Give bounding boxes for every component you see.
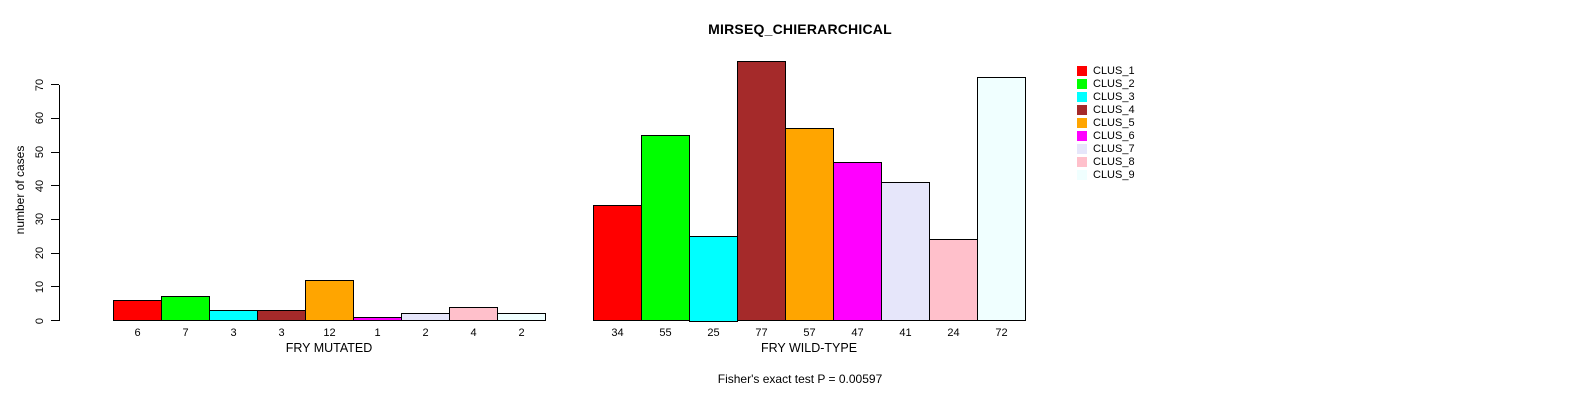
bar-value-label: 4 [470,327,477,339]
bar [977,77,1026,322]
legend-swatch [1077,143,1087,154]
legend-item: CLUS_3 [1077,91,1135,104]
y-tick [51,151,59,153]
y-tick [51,185,59,187]
annotation-fisher-test: Fisher's exact test P = 0.00597 [717,372,883,386]
legend-item: CLUS_6 [1077,129,1135,142]
legend: CLUS_1 CLUS_2 CLUS_3 CLUS_4 CLUS_5 CLUS_6 CLUS… [1077,65,1135,181]
bar-value-label: 25 [707,327,720,339]
legend-label: CLUS_4 [1093,104,1135,117]
legend-item: CLUS_1 [1077,65,1135,78]
legend-label: CLUS_6 [1093,129,1135,142]
y-tick-label: 50 [34,145,46,159]
legend-label: CLUS_7 [1093,142,1135,155]
legend-swatch [1077,118,1087,128]
bar-value-label: 47 [851,327,864,339]
bar [401,313,450,322]
bar [689,235,738,322]
legend-swatch [1077,130,1087,141]
legend-item: CLUS_2 [1077,78,1135,91]
bar [929,239,978,322]
bar [449,306,498,322]
bar [833,161,882,322]
y-axis-title: number of cases [13,145,27,235]
bar-value-label: 77 [755,327,768,339]
x-axis-group-label: FRY WILD-TYPE [760,341,858,355]
legend-swatch [1077,92,1087,103]
bar-value-label: 3 [230,327,237,339]
legend-label: CLUS_8 [1093,155,1135,168]
legend-item: CLUS_9 [1077,168,1135,181]
bar [305,279,354,322]
legend-item: CLUS_7 [1077,142,1135,155]
legend-item: CLUS_5 [1077,117,1135,130]
bar [113,299,162,322]
bar [593,205,642,322]
chart-title: MIRSEQ_CHIERARCHICAL [708,21,892,37]
bar [209,309,258,322]
legend-swatch [1077,105,1087,116]
bar [881,181,930,322]
y-tick [51,117,59,119]
bar [497,313,546,322]
bar-value-label: 2 [518,327,525,339]
legend-swatch [1077,79,1087,90]
bar-value-label: 1 [374,327,381,339]
bar [785,127,834,322]
y-tick-label: 70 [34,78,46,91]
bar-value-label: 3 [278,327,285,339]
legend-label: CLUS_1 [1093,65,1135,78]
legend-swatch [1077,156,1087,167]
bar-value-label: 12 [323,327,336,339]
x-axis-group-label: FRY MUTATED [285,341,373,355]
bar-value-label: 7 [182,327,189,339]
bar-value-label: 24 [947,327,960,339]
legend-label: CLUS_9 [1093,168,1135,181]
bar-value-label: 6 [134,327,141,339]
y-tick [51,286,59,288]
legend-swatch [1077,169,1087,180]
y-tick [51,252,59,254]
legend-label: CLUS_3 [1093,91,1135,104]
bar-value-label: 57 [803,327,816,339]
y-tick [51,218,59,220]
bar [257,309,306,322]
bar [737,60,786,322]
bar-value-label: 41 [899,327,912,339]
y-tick [51,320,59,321]
bar-value-label: 2 [422,327,429,339]
bar-value-label: 34 [611,327,624,339]
y-axis-line [59,84,60,322]
y-tick [51,84,59,86]
legend-label: CLUS_5 [1093,117,1135,129]
bar [641,134,690,322]
bar-value-label: 72 [995,327,1008,339]
y-tick-label: 20 [34,246,46,260]
legend-swatch [1077,66,1087,77]
bar [353,316,402,322]
legend-label: CLUS_2 [1093,78,1135,91]
bar-value-label: 55 [659,327,672,339]
bar [161,296,210,322]
legend-item: CLUS_8 [1077,155,1135,168]
legend-item: CLUS_4 [1077,104,1135,117]
